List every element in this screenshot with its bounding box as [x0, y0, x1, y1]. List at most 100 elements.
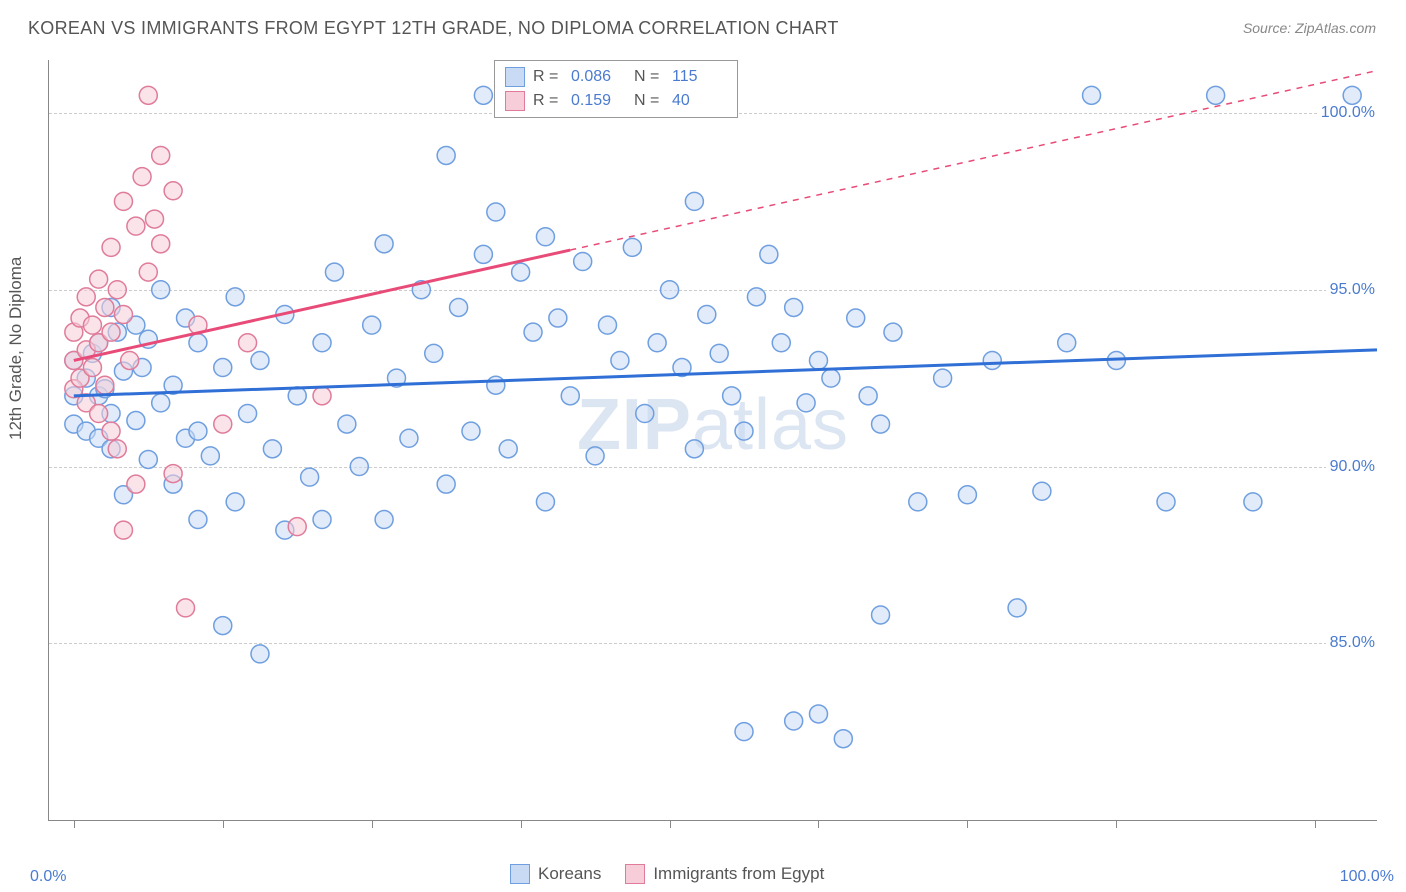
scatter-point: [114, 521, 132, 539]
scatter-point: [747, 288, 765, 306]
scatter-point: [152, 235, 170, 253]
series-legend: Koreans Immigrants from Egypt: [510, 864, 824, 884]
scatter-point: [909, 493, 927, 511]
swatch-egypt: [505, 91, 525, 111]
scatter-point: [102, 422, 120, 440]
scatter-point: [83, 359, 101, 377]
scatter-point: [983, 351, 1001, 369]
scatter-point: [685, 440, 703, 458]
scatter-point: [164, 465, 182, 483]
scatter-point: [437, 146, 455, 164]
scatter-point: [710, 344, 728, 362]
swatch-koreans: [505, 67, 525, 87]
scatter-point: [661, 281, 679, 299]
scatter-point: [108, 440, 126, 458]
scatter-point: [90, 404, 108, 422]
scatter-point: [623, 238, 641, 256]
scatter-point: [487, 203, 505, 221]
legend-row-koreans: R = 0.086 N = 115: [505, 65, 727, 89]
legend-label-egypt: Immigrants from Egypt: [653, 864, 824, 884]
x-tick: [74, 820, 75, 828]
scatter-point: [214, 359, 232, 377]
scatter-point: [375, 511, 393, 529]
scatter-point: [114, 192, 132, 210]
chart-title: KOREAN VS IMMIGRANTS FROM EGYPT 12TH GRA…: [28, 18, 839, 39]
scatter-point: [884, 323, 902, 341]
scatter-point: [474, 245, 492, 263]
scatter-point: [127, 217, 145, 235]
x-tick: [967, 820, 968, 828]
scatter-point: [822, 369, 840, 387]
scatter-point: [1033, 482, 1051, 500]
scatter-point: [251, 645, 269, 663]
scatter-point: [474, 86, 492, 104]
scatter-point: [145, 210, 163, 228]
scatter-point: [139, 86, 157, 104]
scatter-point: [735, 422, 753, 440]
y-axis-label: 12th Grade, No Diploma: [6, 257, 26, 440]
scatter-point: [797, 394, 815, 412]
scatter-point: [375, 235, 393, 253]
n-label: N =: [634, 68, 664, 86]
scatter-point: [239, 404, 257, 422]
n-value-koreans: 115: [672, 68, 727, 86]
scatter-point: [586, 447, 604, 465]
scatter-point: [363, 316, 381, 334]
scatter-point: [462, 422, 480, 440]
scatter-point: [698, 306, 716, 324]
scatter-point: [1343, 86, 1361, 104]
scatter-point: [499, 440, 517, 458]
scatter-point: [325, 263, 343, 281]
scatter-point: [872, 415, 890, 433]
scatter-point: [338, 415, 356, 433]
swatch-egypt: [625, 864, 645, 884]
scatter-point: [313, 511, 331, 529]
scatter-point: [177, 599, 195, 617]
scatter-point: [536, 228, 554, 246]
x-tick: [670, 820, 671, 828]
legend-label-koreans: Koreans: [538, 864, 601, 884]
legend-item-koreans: Koreans: [510, 864, 601, 884]
scatter-point: [636, 404, 654, 422]
scatter-point: [859, 387, 877, 405]
scatter-point: [760, 245, 778, 263]
scatter-point: [524, 323, 542, 341]
scatter-point: [785, 298, 803, 316]
x-axis-min-label: 0.0%: [30, 868, 66, 886]
scatter-point: [83, 316, 101, 334]
scatter-point: [834, 730, 852, 748]
scatter-point: [152, 281, 170, 299]
scatter-point: [251, 351, 269, 369]
scatter-point: [400, 429, 418, 447]
n-value-egypt: 40: [672, 92, 727, 110]
scatter-point: [102, 238, 120, 256]
scatter-point: [152, 146, 170, 164]
correlation-legend: R = 0.086 N = 115 R = 0.159 N = 40: [494, 60, 738, 118]
scatter-point: [437, 475, 455, 493]
x-tick: [818, 820, 819, 828]
scatter-point: [301, 468, 319, 486]
scatter-point: [536, 493, 554, 511]
scatter-point: [847, 309, 865, 327]
scatter-point: [735, 723, 753, 741]
scatter-point: [685, 192, 703, 210]
scatter-point: [313, 387, 331, 405]
r-label: R =: [533, 92, 563, 110]
scatter-point: [958, 486, 976, 504]
scatter-point: [872, 606, 890, 624]
scatter-point: [139, 450, 157, 468]
scatter-point: [648, 334, 666, 352]
scatter-point: [561, 387, 579, 405]
scatter-point: [114, 306, 132, 324]
scatter-point: [164, 182, 182, 200]
scatter-point: [90, 270, 108, 288]
scatter-point: [809, 705, 827, 723]
x-tick: [1315, 820, 1316, 828]
scatter-point: [263, 440, 281, 458]
scatter-point: [214, 617, 232, 635]
swatch-koreans: [510, 864, 530, 884]
scatter-point: [809, 351, 827, 369]
scatter-point: [574, 252, 592, 270]
scatter-point: [1244, 493, 1262, 511]
scatter-point: [549, 309, 567, 327]
